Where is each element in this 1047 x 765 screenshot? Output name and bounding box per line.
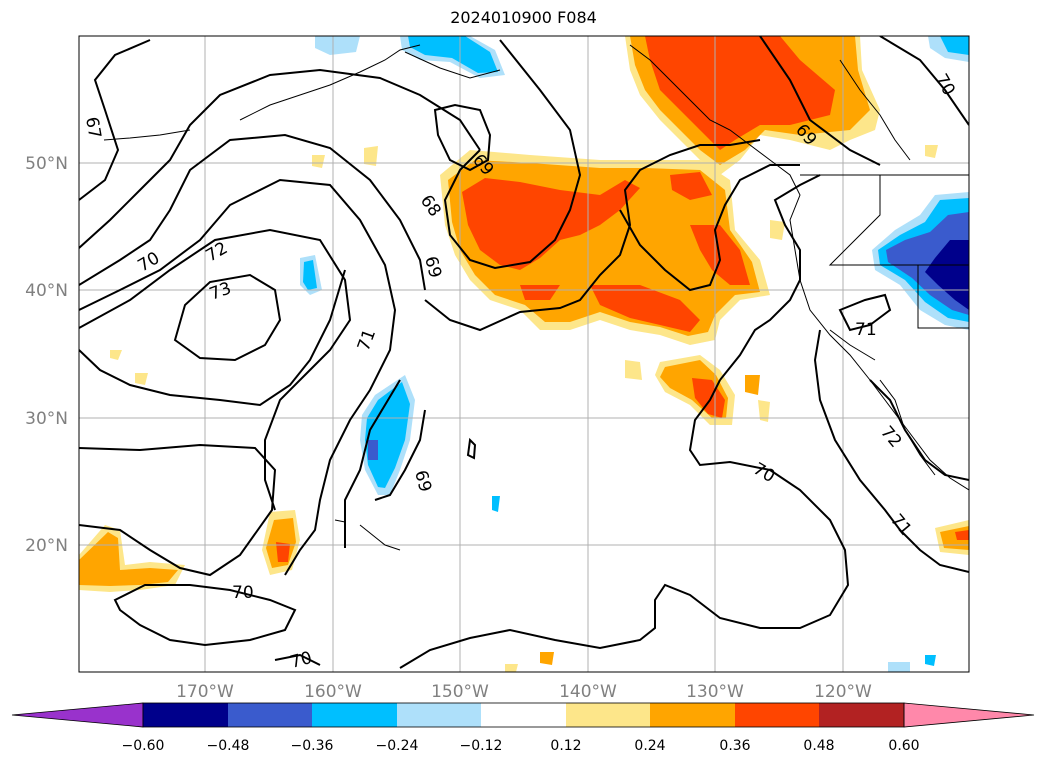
lon-label-160w: 160°W	[304, 682, 362, 702]
colorbar-tick-pos-048: 0.48	[803, 738, 834, 754]
colorbar-tick-pos-036: 0.36	[719, 738, 750, 754]
graticule	[79, 36, 969, 672]
colorbar-tick-neg-024: −0.24	[376, 738, 419, 754]
lat-label-40: 40°N	[25, 281, 68, 301]
colorbar-bin-1	[143, 703, 228, 727]
lat-label-30: 30°N	[25, 409, 68, 429]
colorbar-tick-neg-060: −0.60	[122, 738, 165, 754]
lat-label-20: 20°N	[25, 536, 68, 556]
negative-anomaly-fills	[300, 36, 969, 672]
contour-label-67: 67	[81, 115, 104, 140]
colorbar-tick-labels: −0.60 −0.48 −0.36 −0.24 −0.12 0.12 0.24 …	[122, 738, 920, 754]
positive-anomaly-fills	[79, 36, 969, 672]
lat-label-50: 50°N	[25, 154, 68, 174]
colorbar-tick-neg-036: −0.36	[291, 738, 334, 754]
colorbar-frame	[142, 702, 905, 728]
lon-label-140w: 140°W	[559, 682, 617, 702]
map-title: 2024010900 F084	[450, 8, 597, 27]
lon-label-150w: 150°W	[431, 682, 489, 702]
contour-label-71-california: 71	[855, 320, 877, 340]
lon-label-120w: 120°W	[814, 682, 872, 702]
lon-label-130w: 130°W	[686, 682, 744, 702]
colorbar-tick-neg-012: −0.12	[460, 738, 503, 754]
colorbar-bin-7	[650, 703, 735, 727]
colorbar-tick-pos-024: 0.24	[634, 738, 665, 754]
colorbar-extend-high	[903, 702, 1035, 728]
colorbar-tick-pos-012: 0.12	[550, 738, 581, 754]
colorbar-bin-5	[481, 703, 566, 727]
colorbar-bin-2	[228, 703, 312, 727]
colorbar: −0.60 −0.48 −0.36 −0.24 −0.12 0.12 0.24 …	[11, 702, 1035, 754]
colorbar-tick-neg-048: −0.48	[207, 738, 250, 754]
height-contours	[79, 36, 969, 669]
colorbar-tick-pos-060: 0.60	[888, 738, 919, 754]
colorbar-bin-8	[735, 703, 819, 727]
colorbar-bin-3	[312, 703, 397, 727]
map-frame	[78, 35, 970, 673]
colorbar-extend-low	[11, 702, 144, 728]
colorbar-bin-6	[566, 703, 650, 727]
longitude-axis: 170°W 160°W 150°W 140°W 130°W 120°W	[176, 682, 872, 702]
contour-label-70-south: 70	[232, 583, 254, 603]
lon-label-170w: 170°W	[176, 682, 234, 702]
map-plot-area	[79, 36, 969, 672]
colorbar-bin-4	[397, 703, 481, 727]
colorbar-bin-9	[819, 703, 904, 727]
latitude-axis: 50°N 40°N 30°N 20°N	[25, 154, 68, 556]
